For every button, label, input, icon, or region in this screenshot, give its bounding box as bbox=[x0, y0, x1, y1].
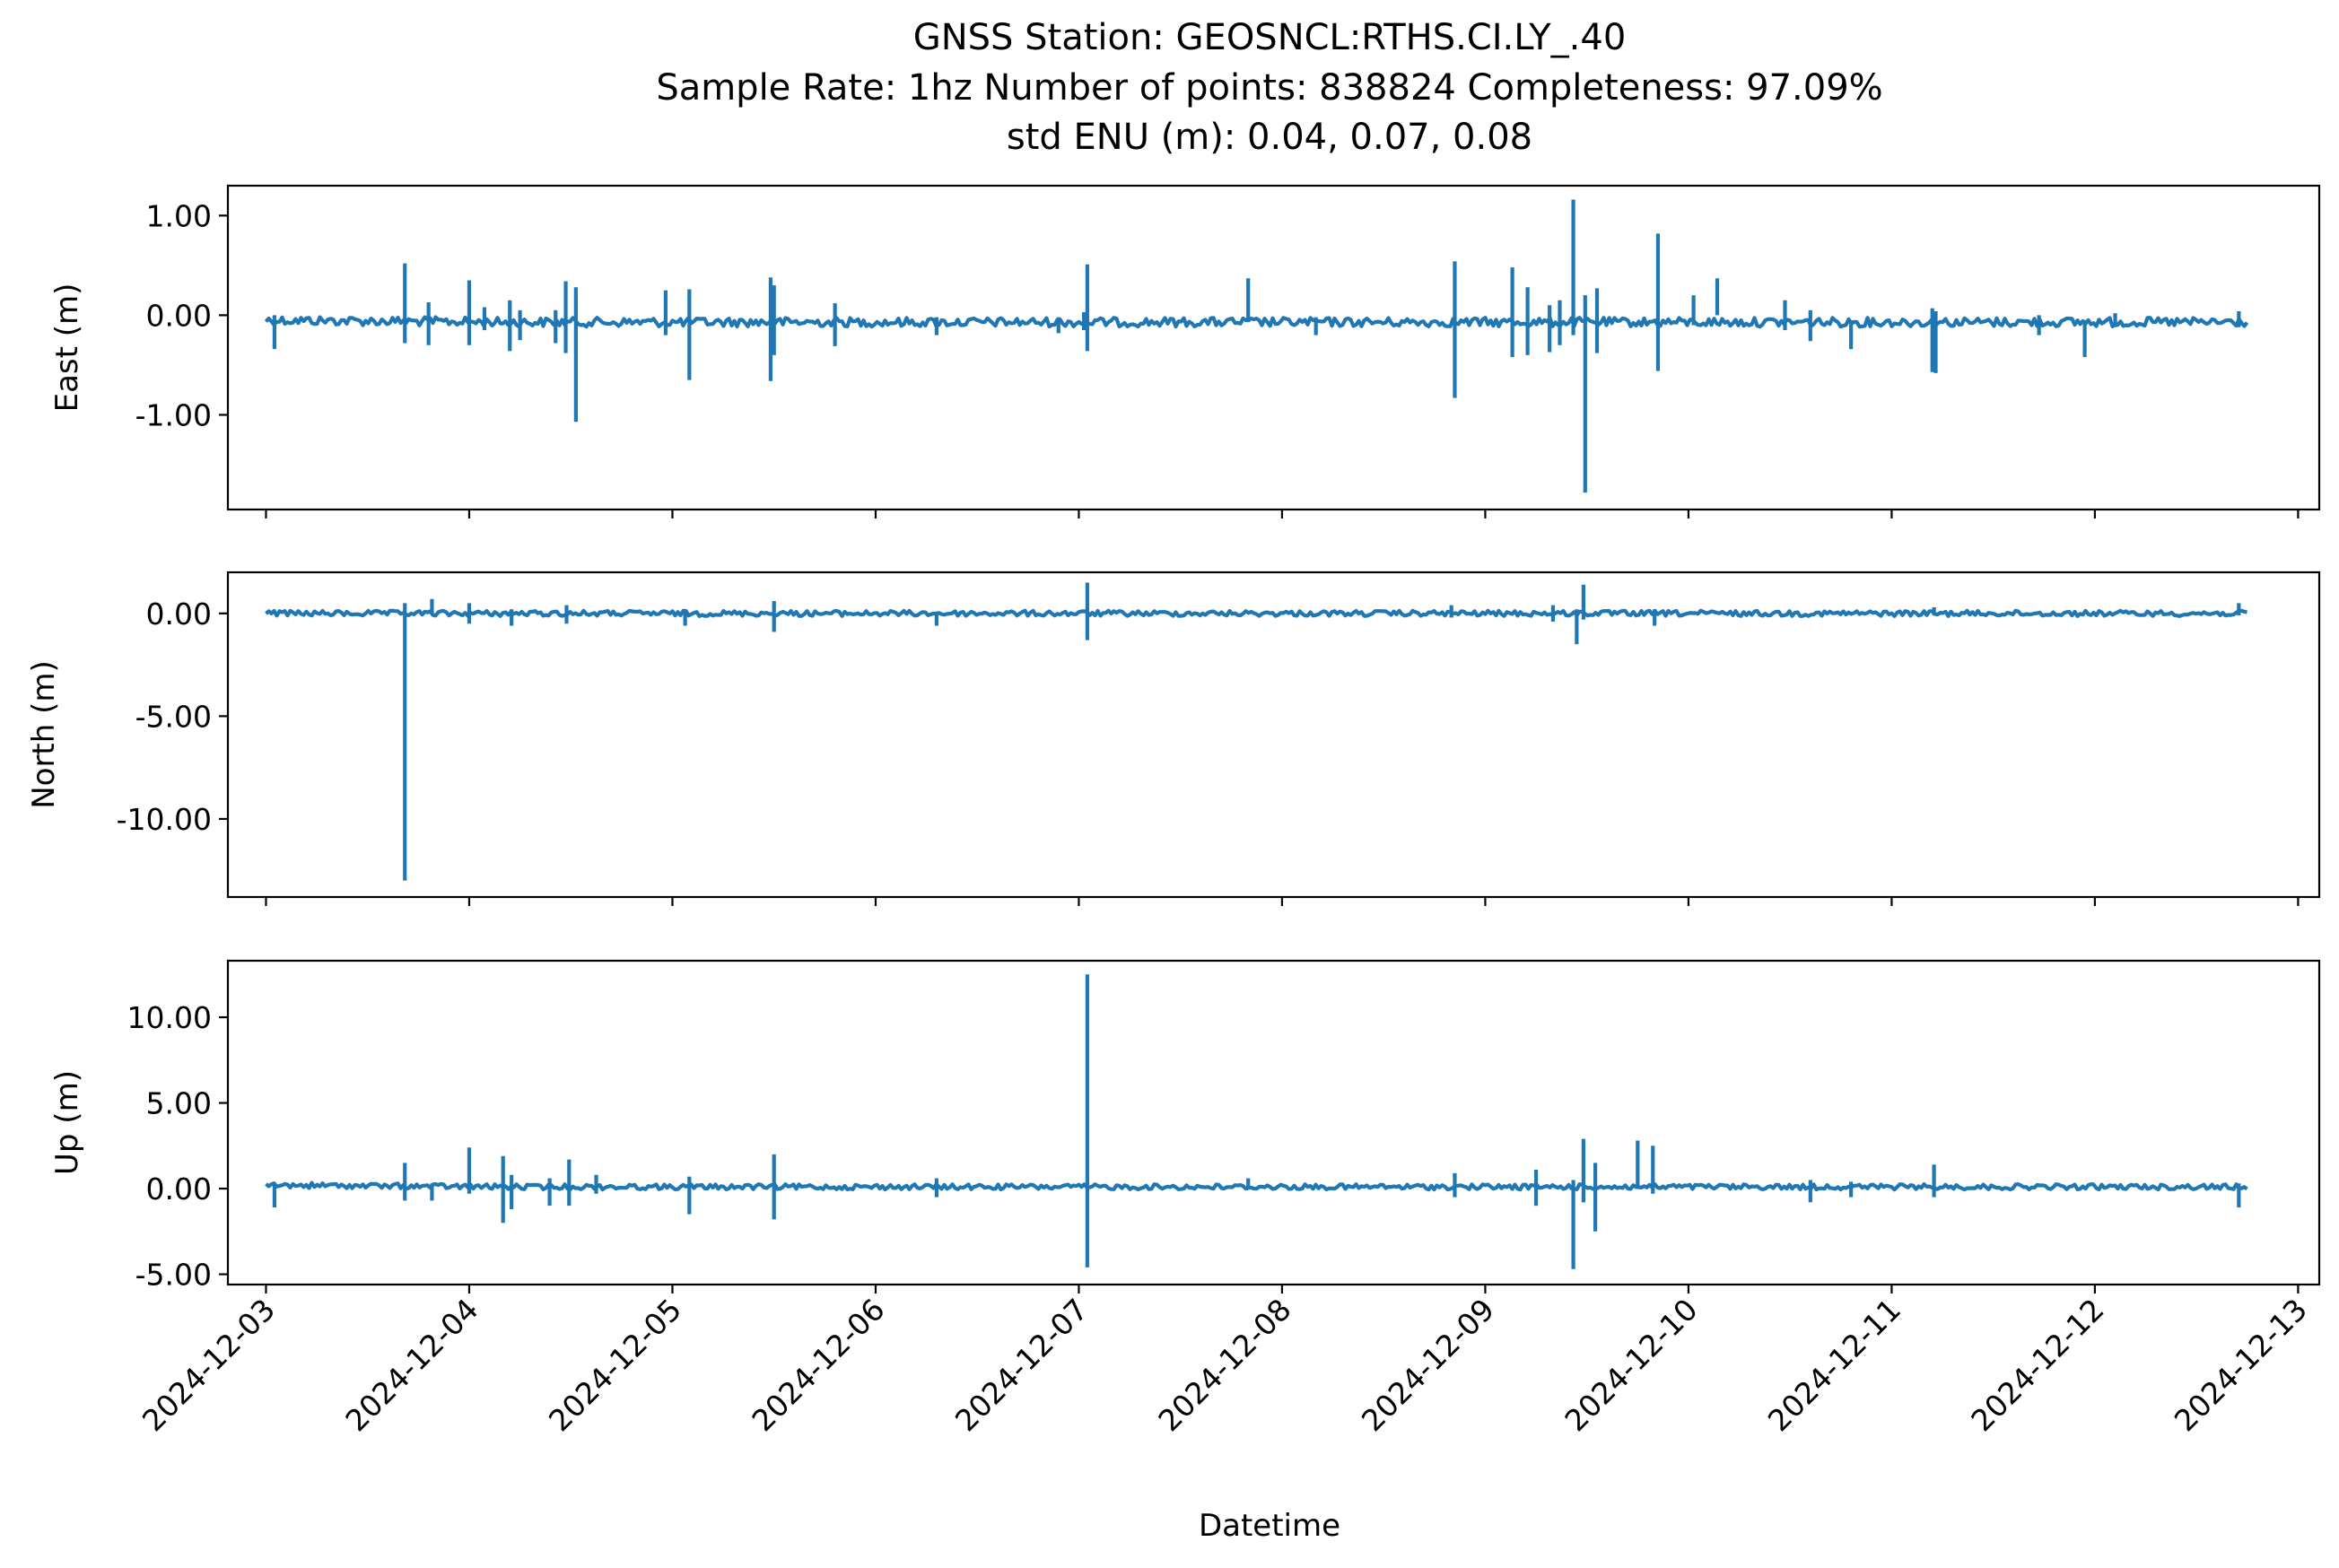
y-tick-label: -10.00 bbox=[117, 802, 212, 837]
chart-title: GNSS Station: GEOSNCL:RTHS.CI.LY_.40 bbox=[913, 17, 1627, 58]
y-axis-label: Up (m) bbox=[49, 1070, 85, 1175]
axes-frame bbox=[226, 184, 2321, 511]
y-tick-label: 0.00 bbox=[146, 1172, 212, 1206]
series-east bbox=[264, 199, 2249, 493]
y-tick-label: 10.00 bbox=[127, 1000, 212, 1035]
axes-frame bbox=[226, 571, 2321, 899]
chart-subtitle-std: std ENU (m): 0.04, 0.07, 0.08 bbox=[1007, 117, 1532, 158]
y-tick-label: 5.00 bbox=[146, 1086, 212, 1121]
y-tick-label: -5.00 bbox=[135, 699, 212, 734]
chart-subtitle-stats: Sample Rate: 1hz Number of points: 83882… bbox=[656, 67, 1882, 109]
y-tick-label: 0.00 bbox=[146, 298, 212, 333]
series-north bbox=[265, 582, 2247, 881]
y-axis-label: North (m) bbox=[26, 660, 62, 809]
x-axis-label: Datetime bbox=[1199, 1508, 1340, 1544]
y-tick-label: 0.00 bbox=[146, 597, 212, 632]
subplot-east: 1.00 0.00 -1.00 East (m) bbox=[49, 184, 2321, 518]
subplot-up: 10.00 5.00 0.00 -5.00 Up (m) bbox=[49, 959, 2321, 1294]
y-axis-label: East (m) bbox=[49, 283, 85, 413]
y-tick-label: -5.00 bbox=[135, 1258, 212, 1293]
series-up bbox=[265, 974, 2248, 1269]
series-line bbox=[264, 315, 2249, 329]
series-line bbox=[265, 608, 2247, 618]
y-tick-label: -1.00 bbox=[135, 397, 212, 432]
axes-frame bbox=[226, 959, 2321, 1286]
subplot-north: 0.00 -5.00 -10.00 North (m) bbox=[26, 571, 2321, 906]
subplot-stack: 1.00 0.00 -1.00 East (m) 0.00 -5.00 -10.00 Nort… bbox=[26, 184, 2321, 1294]
y-tick-label: 1.00 bbox=[146, 198, 212, 233]
